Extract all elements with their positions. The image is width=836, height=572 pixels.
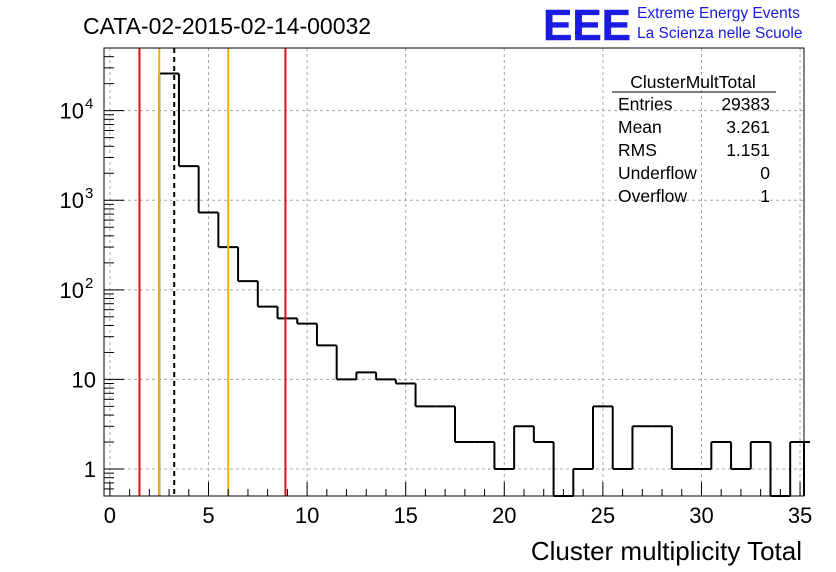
x-tick-label: 0 bbox=[104, 503, 116, 528]
stats-value: 3.261 bbox=[726, 117, 770, 137]
marker-lines bbox=[138, 48, 287, 496]
stats-label: Entries bbox=[618, 94, 673, 114]
x-tick-label: 25 bbox=[591, 503, 615, 528]
eee-logo: EEE Extreme Energy Events La Scienza nel… bbox=[543, 1, 803, 51]
chart-title: CATA-02-2015-02-14-00032 bbox=[83, 13, 371, 39]
stats-label: RMS bbox=[618, 140, 657, 160]
x-tick-label: 20 bbox=[492, 503, 516, 528]
axis-ticks bbox=[104, 47, 801, 497]
y-tick-exponent: 3 bbox=[85, 185, 93, 202]
stats-box: ClusterMultTotal Entries 29383 Mean 3.261 RM… bbox=[612, 72, 776, 206]
y-tick-label: 10 bbox=[72, 367, 96, 392]
x-tick-label: 10 bbox=[295, 503, 319, 528]
x-tick-label: 5 bbox=[202, 503, 214, 528]
logo-line-1: Extreme Energy Events bbox=[637, 5, 800, 22]
x-tick-label: 30 bbox=[689, 503, 713, 528]
stats-label: Underflow bbox=[618, 163, 697, 183]
y-tick-label: 10 bbox=[60, 278, 84, 303]
stats-label: Mean bbox=[618, 117, 662, 137]
grid-lines bbox=[104, 48, 804, 496]
stats-value: 29383 bbox=[721, 94, 770, 114]
stats-label: Overflow bbox=[618, 186, 687, 206]
y-tick-label: 10 bbox=[60, 99, 84, 124]
stats-value: 0 bbox=[760, 163, 770, 183]
x-tick-label: 15 bbox=[393, 503, 417, 528]
x-tick-label: 35 bbox=[788, 503, 812, 528]
y-tick-exponent: 4 bbox=[85, 96, 93, 113]
logo-mark: EEE bbox=[543, 1, 631, 50]
logo-line-2: La Scienza nelle Scuole bbox=[637, 25, 802, 42]
y-tick-label: 10 bbox=[60, 188, 84, 213]
x-axis-label: Cluster multiplicity Total bbox=[531, 536, 802, 566]
y-tick-exponent: 2 bbox=[85, 275, 93, 292]
stats-title: ClusterMultTotal bbox=[630, 72, 755, 92]
stats-value: 1.151 bbox=[726, 140, 770, 160]
plot-frame bbox=[103, 47, 805, 497]
stats-value: 1 bbox=[760, 186, 770, 206]
y-tick-label: 1 bbox=[84, 457, 96, 482]
histogram-bars bbox=[158, 72, 810, 497]
